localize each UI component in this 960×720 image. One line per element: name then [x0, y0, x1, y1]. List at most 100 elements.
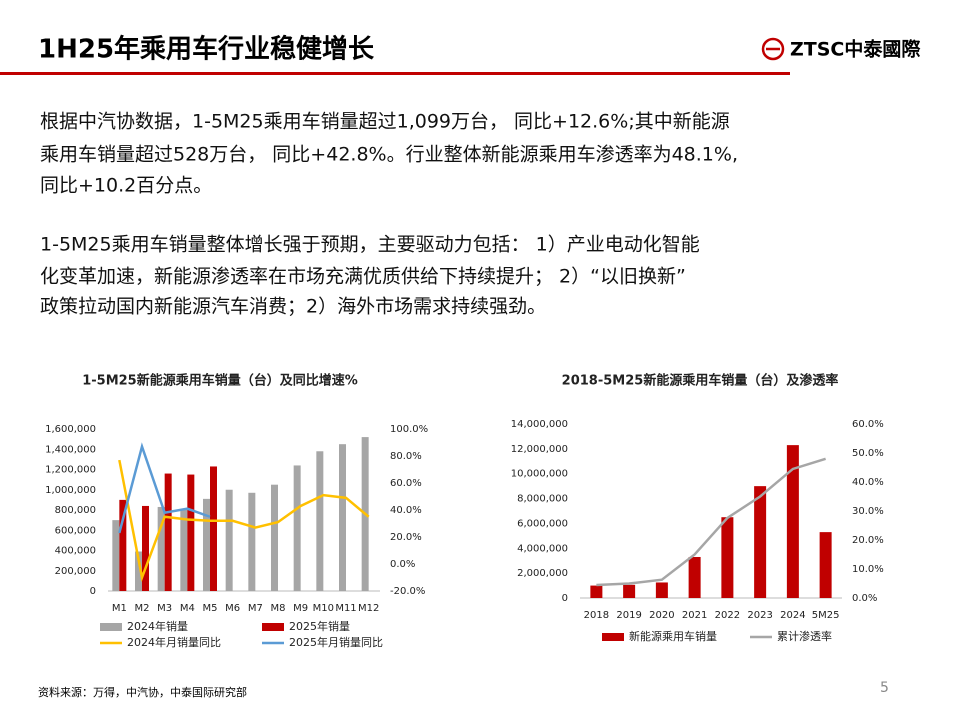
x-tick-label: M1: [112, 603, 127, 614]
legend-label: 2025年月销量同比: [289, 635, 383, 649]
y-tick-label: 12,000,000: [511, 444, 568, 455]
bar: [339, 444, 346, 591]
bar: [142, 505, 149, 591]
bar: [786, 445, 799, 598]
legend-swatch: [602, 633, 624, 641]
y2-tick-label: -20.0%: [390, 586, 425, 597]
x-tick-label: M10: [313, 603, 334, 614]
legend-label: 2024年销量: [127, 619, 188, 633]
y2-tick-label: 60.0%: [390, 478, 422, 489]
y-tick-label: 1,000,000: [45, 485, 96, 496]
y-tick-label: 1,200,000: [45, 465, 96, 476]
y-tick-label: 800,000: [55, 505, 96, 516]
bar: [271, 484, 278, 591]
bar: [655, 582, 668, 598]
paragraph-line: 乘用车销量超过528万台， 同比+42.8%。行业整体新能源乘用车渗透率为48.…: [40, 144, 738, 166]
x-tick-label: M5: [203, 603, 218, 614]
y-tick-label: 6,000,000: [517, 518, 568, 529]
y-tick-label: 0: [90, 586, 96, 597]
bar: [180, 510, 188, 591]
y2-tick-label: 30.0%: [852, 506, 884, 517]
logo-icon: [761, 37, 785, 61]
bar: [203, 498, 210, 591]
bar: [157, 506, 165, 591]
x-tick-label: 5M25: [812, 610, 840, 621]
bar: [187, 474, 195, 591]
bar: [164, 473, 172, 591]
y2-tick-label: 100.0%: [390, 424, 428, 435]
y2-tick-label: 50.0%: [852, 448, 884, 459]
x-tick-label: M6: [225, 603, 240, 614]
y2-tick-label: 20.0%: [852, 535, 884, 546]
chart-title: 2018-5M25新能源乘用车销量（台）及渗透率: [562, 373, 839, 389]
slide-title: 1H25年乘用车行业稳健增长: [38, 34, 375, 65]
x-tick-label: 2021: [682, 610, 707, 621]
x-tick-label: M7: [248, 603, 263, 614]
x-tick-label: 2022: [715, 610, 740, 621]
y-tick-label: 10,000,000: [511, 469, 568, 480]
y-tick-label: 0: [562, 593, 568, 604]
x-tick-label: 2020: [649, 610, 674, 621]
bar: [316, 451, 324, 591]
header-rule: [0, 72, 790, 75]
line-series: [596, 457, 826, 587]
x-tick-label: 2023: [747, 610, 772, 621]
y-tick-label: 400,000: [55, 546, 96, 557]
line-series: [118, 442, 211, 534]
bar: [754, 486, 767, 598]
legend-label: 新能源乘用车销量: [629, 629, 717, 643]
paragraph-line: 1-5M25乘用车销量整体增长强于预期，主要驱动力包括： 1）产业电动化智能: [40, 234, 700, 256]
bar: [819, 532, 832, 598]
legend-label: 累计渗透率: [777, 629, 832, 643]
bar: [135, 551, 142, 591]
bar: [688, 556, 701, 598]
y-tick-label: 200,000: [55, 566, 96, 577]
paragraph-line: 化变革加速，新能源渗透率在市场充满优质供给下持续提升； 2）“以旧换新”: [40, 266, 686, 288]
x-tick-label: M11: [335, 603, 356, 614]
bar: [119, 499, 127, 591]
paragraph-line: 同比+10.2百分点。: [40, 175, 212, 197]
bar: [623, 584, 636, 598]
chart-title: 1-5M25新能源乘用车销量（台）及同比增速%: [82, 373, 358, 389]
x-tick-label: 2019: [616, 610, 641, 621]
legend-label: 2024年月销量同比: [127, 635, 221, 649]
x-tick-label: M4: [180, 603, 195, 614]
legend-label: 2025年销量: [289, 619, 350, 633]
x-tick-label: M3: [157, 603, 172, 614]
x-tick-label: M2: [135, 603, 150, 614]
bar: [210, 466, 217, 591]
y-tick-label: 8,000,000: [517, 494, 568, 505]
logo-text: ZTSC中泰國際: [790, 38, 921, 61]
x-tick-label: M9: [293, 603, 308, 614]
paragraph-line: 根据中汽协数据，1-5M25乘用车销量超过1,099万台， 同比+12.6%;其…: [40, 111, 730, 133]
paragraph-line: 政策拉动国内新能源汽车消费；2）海外市场需求持续强劲。: [40, 296, 546, 318]
legend-swatch: [100, 623, 122, 631]
x-tick-label: M8: [271, 603, 286, 614]
y-tick-label: 1,400,000: [45, 444, 96, 455]
bar: [293, 465, 301, 591]
bar: [225, 489, 233, 591]
y2-tick-label: 60.0%: [852, 419, 884, 430]
legend-swatch: [262, 623, 284, 631]
page-number: 5: [880, 680, 889, 696]
y-tick-label: 4,000,000: [517, 543, 568, 554]
x-tick-label: 2018: [584, 610, 609, 621]
y2-tick-label: 0.0%: [852, 593, 877, 604]
y2-tick-label: 10.0%: [852, 564, 884, 575]
line-series: [118, 459, 370, 583]
y-tick-label: 600,000: [55, 525, 96, 536]
y2-tick-label: 80.0%: [390, 451, 422, 462]
y2-tick-label: 40.0%: [390, 505, 422, 516]
source-note: 资料来源：万得，中汽协，中泰国际研究部: [38, 685, 247, 699]
y2-tick-label: 0.0%: [390, 559, 415, 570]
bar: [590, 585, 603, 598]
bar: [112, 520, 120, 591]
y-tick-label: 1,600,000: [45, 424, 96, 435]
y2-tick-label: 20.0%: [390, 532, 422, 543]
bar: [248, 492, 256, 591]
y-tick-label: 2,000,000: [517, 568, 568, 579]
y-tick-label: 14,000,000: [511, 419, 568, 430]
y2-tick-label: 40.0%: [852, 477, 884, 488]
x-tick-label: 2024: [780, 610, 805, 621]
